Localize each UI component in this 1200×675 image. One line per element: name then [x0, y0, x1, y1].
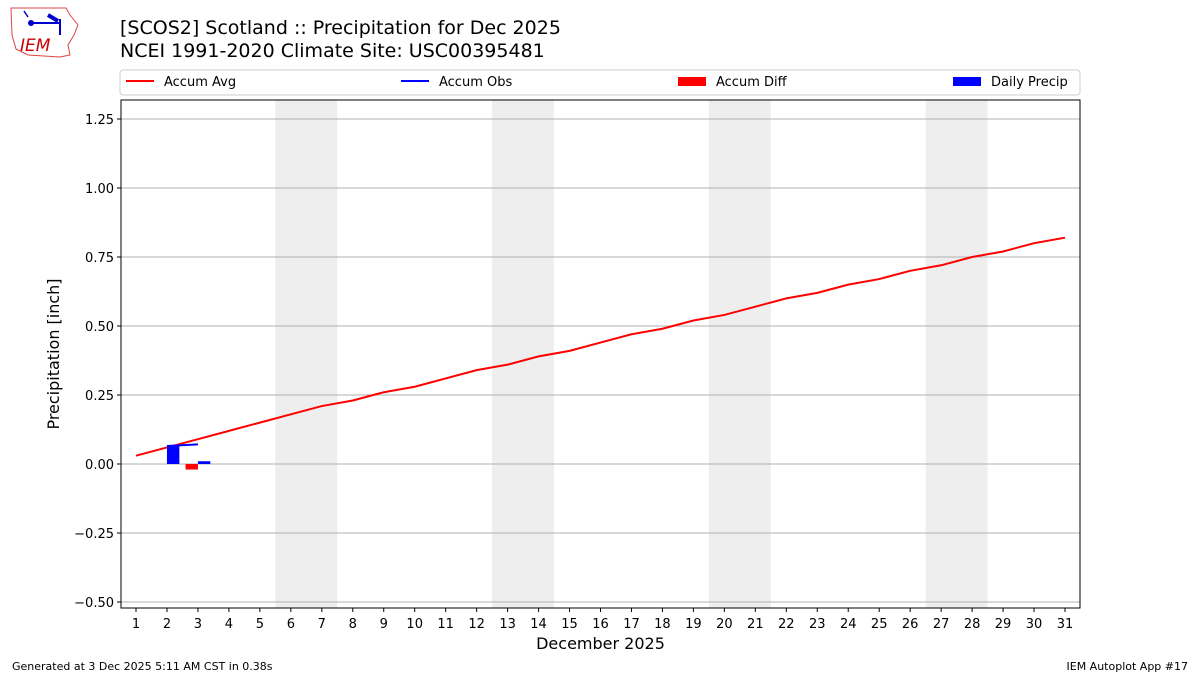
line-accum-obs	[166, 443, 198, 448]
x-tick-label: 1	[132, 617, 140, 632]
chart-title: [SCOS2] Scotland :: Precipitation for De…	[120, 17, 561, 39]
legend-swatch	[953, 77, 981, 86]
weekend-shade	[925, 100, 988, 608]
legend-label: Daily Precip	[991, 75, 1068, 90]
x-tick-label: 31	[1057, 617, 1074, 632]
generated-footer: Generated at 3 Dec 2025 5:11 AM CST in 0…	[12, 660, 273, 673]
x-tick-label: 2	[163, 617, 171, 632]
legend-label: Accum Avg	[164, 75, 236, 90]
x-tick-label: 21	[747, 617, 764, 632]
x-tick-label: 25	[871, 617, 888, 632]
x-tick-label: 28	[964, 617, 981, 632]
x-tick-label: 23	[809, 617, 826, 632]
weekend-shade	[275, 100, 338, 608]
x-tick-label: 22	[778, 617, 795, 632]
x-tick-label: 5	[256, 617, 264, 632]
x-tick-label: 12	[468, 617, 485, 632]
x-tick-label: 13	[499, 617, 516, 632]
app-footer: IEM Autoplot App #17	[1066, 660, 1189, 673]
bar-daily-precip	[197, 461, 211, 464]
x-tick-label: 6	[287, 617, 295, 632]
x-tick-label: 11	[437, 617, 454, 632]
y-tick-label: 0.50	[85, 320, 114, 335]
y-tick-label: 0.25	[85, 389, 114, 404]
line-accum-avg	[135, 236, 1066, 457]
x-tick-label: 10	[406, 617, 423, 632]
iem-logo: IEM	[10, 7, 79, 58]
x-tick-label: 27	[933, 617, 950, 632]
x-tick-label: 17	[623, 617, 640, 632]
y-tick-label: −0.25	[74, 527, 114, 542]
x-tick-label: 29	[995, 617, 1012, 632]
x-tick-label: 30	[1026, 617, 1043, 632]
weekend-shade	[492, 100, 555, 608]
x-tick-label: 14	[530, 617, 547, 632]
x-tick-label: 9	[380, 617, 388, 632]
x-tick-label: 26	[902, 617, 919, 632]
x-tick-label: 7	[318, 617, 326, 632]
y-tick-label: 1.25	[85, 113, 114, 128]
x-tick-label: 19	[685, 617, 702, 632]
x-tick-label: 20	[716, 617, 733, 632]
x-tick-label: 24	[840, 617, 857, 632]
x-axis-label: December 2025	[536, 634, 665, 653]
x-tick-label: 15	[561, 617, 578, 632]
x-tick-label: 18	[654, 617, 671, 632]
y-tick-label: 0.75	[85, 251, 114, 266]
legend-label: Accum Obs	[439, 75, 512, 90]
legend-box	[119, 69, 1081, 96]
y-tick-label: −0.50	[74, 596, 114, 611]
y-tick-label: 0.00	[85, 458, 114, 473]
y-axis-label: Precipitation [inch]	[44, 278, 63, 429]
bar-daily-precip	[166, 446, 180, 464]
x-tick-label: 16	[592, 617, 609, 632]
plot-frame	[120, 99, 1081, 609]
y-tick-label: 1.00	[85, 182, 114, 197]
x-tick-label: 3	[194, 617, 202, 632]
legend-label: Accum Diff	[716, 75, 788, 90]
chart-subtitle: NCEI 1991-2020 Climate Site: USC00395481	[120, 40, 545, 62]
legend-swatch	[678, 77, 706, 86]
svg-text:IEM: IEM	[20, 36, 51, 56]
bar-accum-diff	[185, 464, 198, 470]
x-tick-label: 8	[349, 617, 357, 632]
weekend-shade	[708, 100, 771, 608]
x-tick-label: 4	[225, 617, 233, 632]
